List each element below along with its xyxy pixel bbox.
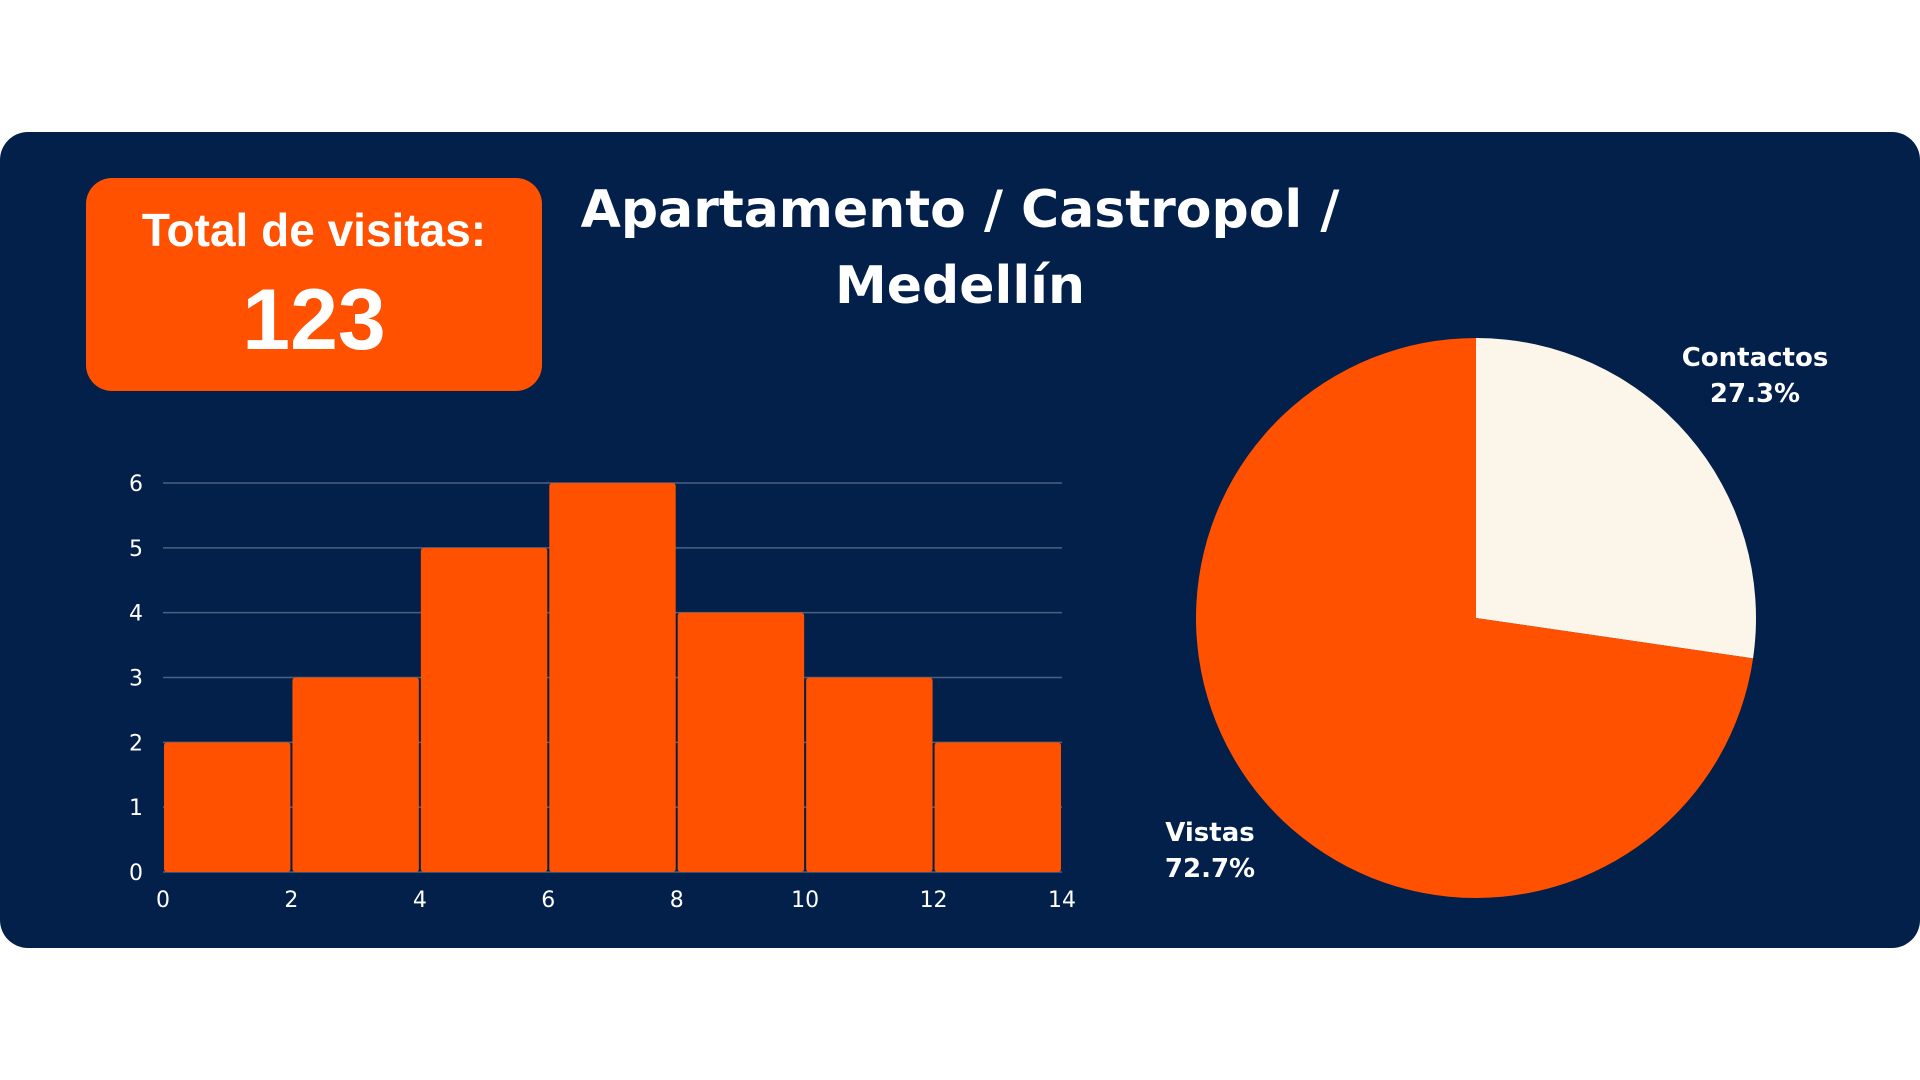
histogram-y-axis: 0 1 2 3 4 5 6 xyxy=(129,472,143,886)
histogram-bar xyxy=(420,547,548,872)
page-title-line-1: Apartamento / Castropol / xyxy=(580,180,1340,240)
histogram-bar xyxy=(677,612,805,872)
pie-label-percent: 72.7% xyxy=(1165,854,1255,884)
histogram-bar xyxy=(164,742,291,872)
total-visits-card: Total de visitas: 123 xyxy=(86,178,542,391)
histogram-bars xyxy=(164,483,1061,872)
y-tick-label: 1 xyxy=(129,796,143,821)
x-tick-label: 2 xyxy=(284,888,298,913)
x-tick-label: 14 xyxy=(1048,888,1076,913)
total-visits-label: Total de visitas: xyxy=(141,204,487,256)
pie-slice-vistas xyxy=(1195,338,1754,898)
histogram-x-axis: 0 2 4 6 8 10 12 14 xyxy=(156,888,1076,913)
page-title: Apartamento / Castropol / Medellín xyxy=(560,172,1360,324)
pie-slice-contactos xyxy=(1476,338,1756,659)
x-tick-label: 12 xyxy=(920,888,948,913)
x-tick-label: 8 xyxy=(670,888,684,913)
pie-label-name: Vistas xyxy=(1165,818,1255,848)
total-visits-value: 123 xyxy=(242,272,386,368)
histogram-bar xyxy=(934,742,1061,872)
pie-label-percent: 27.3% xyxy=(1710,379,1800,409)
pie-labels: Contactos 27.3% Vistas 72.7% xyxy=(1165,343,1828,884)
pie-label-name: Contactos xyxy=(1682,343,1829,373)
y-tick-label: 6 xyxy=(129,472,143,497)
histogram-bar xyxy=(806,677,933,872)
y-tick-label: 5 xyxy=(129,537,143,562)
x-tick-label: 4 xyxy=(413,888,427,913)
y-tick-label: 0 xyxy=(129,861,143,886)
x-tick-label: 0 xyxy=(156,888,170,913)
histogram-bar xyxy=(292,677,419,872)
x-tick-label: 10 xyxy=(791,888,819,913)
x-tick-label: 6 xyxy=(541,888,555,913)
histogram-bar xyxy=(549,483,676,872)
pie-chart xyxy=(1195,338,1756,898)
y-tick-label: 3 xyxy=(129,667,143,692)
y-tick-label: 2 xyxy=(129,731,143,756)
y-tick-label: 4 xyxy=(129,602,143,627)
page-title-line-2: Medellín xyxy=(835,256,1085,316)
